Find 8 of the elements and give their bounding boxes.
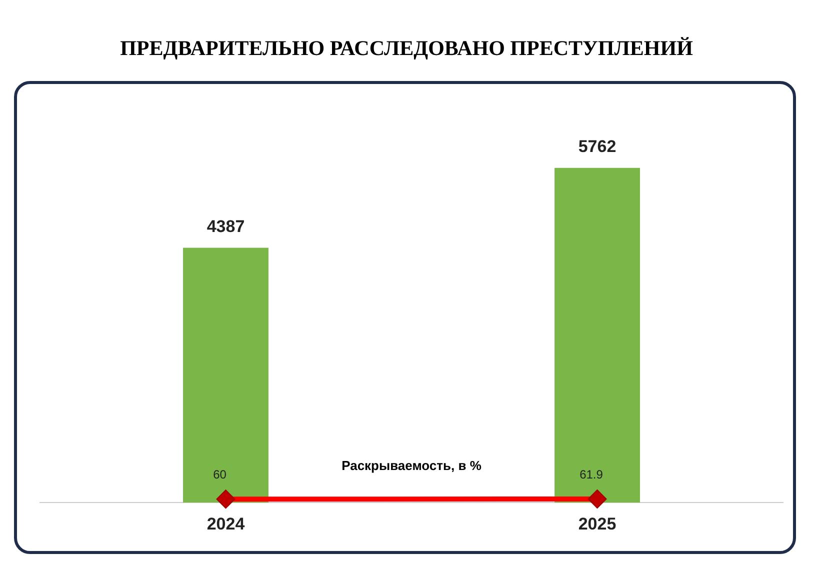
- data-label: 60: [213, 467, 227, 482]
- data-label: 5762: [578, 137, 616, 156]
- data-label: 61.9: [580, 467, 604, 482]
- x-tick-label: 2024: [206, 514, 246, 534]
- data-label: 4387: [206, 216, 245, 236]
- x-tick-label: 2025: [578, 514, 616, 534]
- chart-title: ПРЕДВАРИТЕЛЬНО РАССЛЕДОВАНО ПРЕСТУПЛЕНИЙ: [119, 36, 694, 61]
- series-label: Раскрываемость, в %: [342, 458, 482, 474]
